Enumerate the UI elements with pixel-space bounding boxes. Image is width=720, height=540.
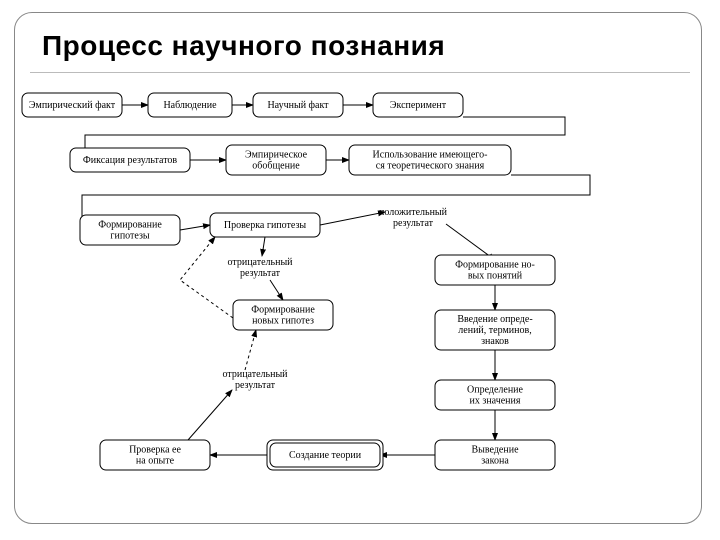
svg-text:их значения: их значения: [470, 396, 521, 407]
label-l1: положительныйрезультат: [379, 207, 448, 229]
svg-text:отрицательный: отрицательный: [222, 369, 288, 380]
svg-text:обобщение: обобщение: [252, 161, 300, 172]
node-n1: Эмпирический факт: [22, 93, 122, 117]
node-n6: Эмпирическоеобобщение: [226, 145, 326, 175]
svg-text:вых понятий: вых понятий: [468, 271, 523, 282]
svg-text:Формирование: Формирование: [98, 220, 162, 231]
label-l2: отрицательныйрезультат: [227, 257, 293, 279]
node-n11: Формирование но-вых понятий: [435, 255, 555, 285]
node-n15: Создание теории: [267, 440, 383, 470]
svg-text:Создание теории: Создание теории: [289, 450, 362, 461]
svg-text:результат: результат: [393, 218, 434, 229]
svg-text:на опыте: на опыте: [136, 456, 175, 467]
svg-text:закона: закона: [481, 456, 509, 467]
edge-neg2-n10: [245, 330, 256, 370]
svg-text:Формирование но-: Формирование но-: [455, 260, 535, 271]
svg-text:результат: результат: [240, 268, 281, 279]
svg-text:Определение: Определение: [467, 385, 524, 396]
node-n16: Проверка еена опыте: [100, 440, 210, 470]
edge-n8-n9: [180, 225, 210, 230]
node-n2: Наблюдение: [148, 93, 232, 117]
svg-text:гипотезы: гипотезы: [110, 231, 150, 242]
node-n5: Фиксация результатов: [70, 148, 190, 172]
node-n13: Определениеих значения: [435, 380, 555, 410]
node-n4: Эксперимент: [373, 93, 463, 117]
edge-n16-neg2: [188, 390, 232, 440]
edge-neg1-n10: [270, 280, 283, 300]
svg-text:положительный: положительный: [379, 207, 448, 218]
svg-text:Эксперимент: Эксперимент: [390, 100, 447, 111]
node-n8: Формированиегипотезы: [80, 215, 180, 245]
svg-text:ся теоретического знания: ся теоретического знания: [376, 161, 485, 172]
label-l3: отрицательныйрезультат: [222, 369, 288, 391]
edge-n10-n9: [180, 237, 233, 318]
node-n9: Проверка гипотезы: [210, 213, 320, 237]
svg-text:Фиксация результатов: Фиксация результатов: [83, 155, 178, 166]
node-n12: Введение опреде-лений, терминов,знаков: [435, 310, 555, 350]
svg-text:результат: результат: [235, 380, 276, 391]
edge-n9-neg1: [262, 237, 265, 256]
svg-text:Научный факт: Научный факт: [267, 100, 329, 111]
svg-text:знаков: знаков: [481, 336, 509, 347]
node-n3: Научный факт: [253, 93, 343, 117]
svg-text:Выведение: Выведение: [471, 445, 519, 456]
svg-text:Проверка гипотезы: Проверка гипотезы: [224, 220, 307, 231]
svg-text:Эмпирический факт: Эмпирический факт: [29, 100, 116, 111]
node-n10: Формированиеновых гипотез: [233, 300, 333, 330]
svg-text:отрицательный: отрицательный: [227, 257, 293, 268]
svg-text:Наблюдение: Наблюдение: [163, 100, 217, 111]
svg-text:Использование имеющего-: Использование имеющего-: [373, 150, 488, 161]
svg-text:Проверка ее: Проверка ее: [129, 445, 181, 456]
flowchart-canvas: Эмпирический факт Наблюдение Научный факт Э…: [0, 0, 720, 540]
svg-text:новых гипотез: новых гипотез: [252, 316, 314, 327]
svg-text:лений, терминов,: лений, терминов,: [458, 325, 531, 336]
node-n7: Использование имеющего-ся теоретического…: [349, 145, 511, 175]
svg-text:Формирование: Формирование: [251, 305, 315, 316]
svg-text:Введение опреде-: Введение опреде-: [457, 314, 532, 325]
node-n14: Выведениезакона: [435, 440, 555, 470]
edge-n9-pos: [320, 212, 385, 225]
svg-text:Эмпирическое: Эмпирическое: [245, 150, 308, 161]
